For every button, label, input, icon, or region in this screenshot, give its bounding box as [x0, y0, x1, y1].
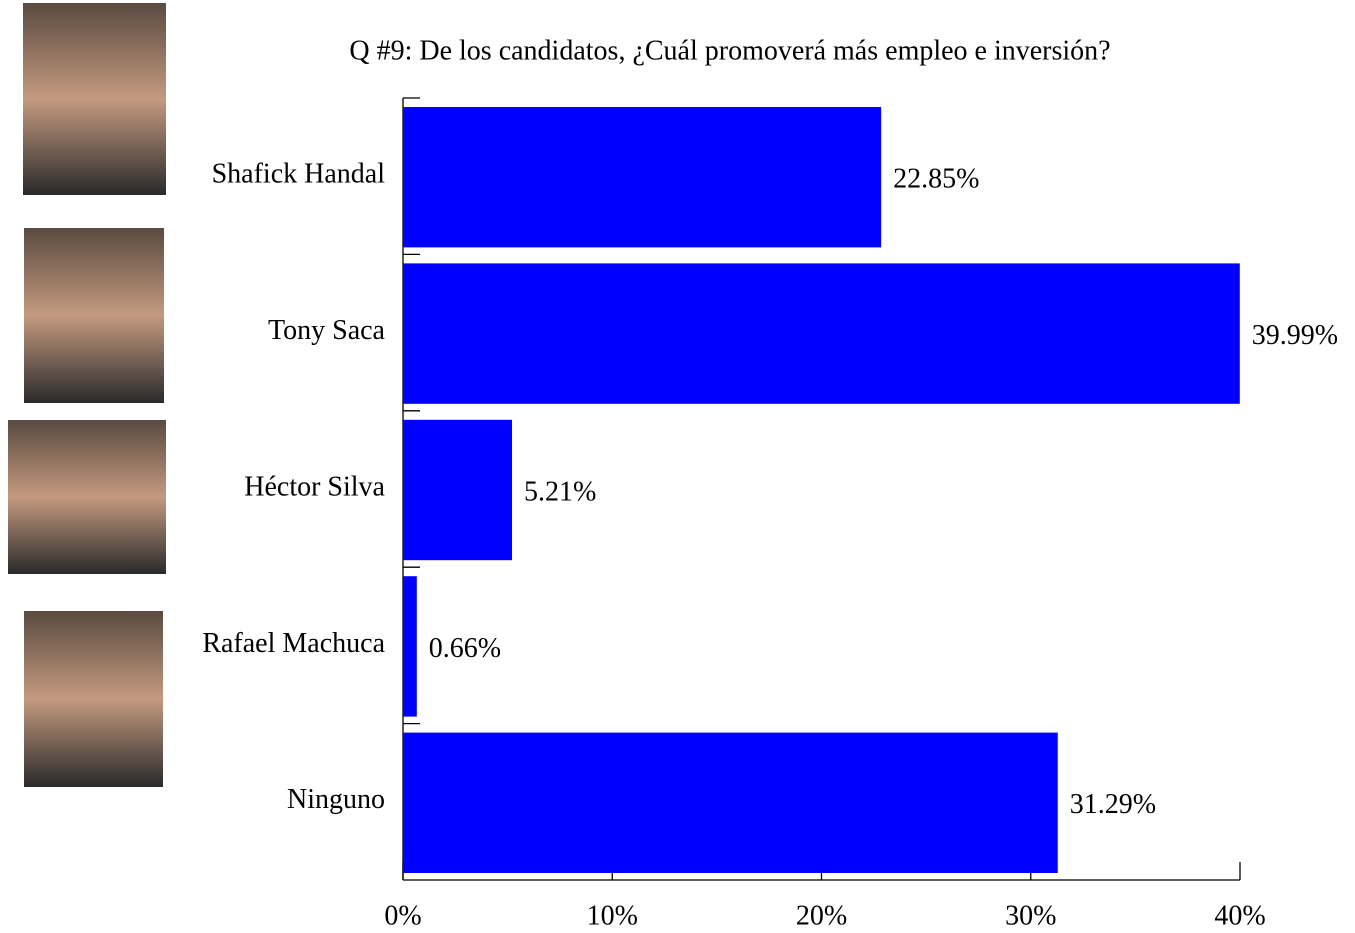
x-tick-label: 40%	[1214, 900, 1265, 931]
candidate-photo	[8, 420, 166, 574]
value-label: 31.29%	[1070, 789, 1156, 820]
x-tick-label: 10%	[587, 900, 638, 931]
bar	[403, 576, 417, 717]
y-tick-label: Tony Saca	[268, 315, 386, 346]
value-label: 0.66%	[429, 633, 501, 664]
value-label: 22.85%	[893, 164, 979, 195]
value-label: 5.21%	[524, 476, 596, 507]
y-tick-label: Héctor Silva	[244, 471, 385, 502]
bar	[403, 107, 882, 248]
x-tick-label: 30%	[1005, 900, 1056, 931]
candidate-photo	[23, 3, 166, 195]
bar	[403, 263, 1240, 404]
candidate-photo	[24, 228, 164, 403]
bar	[403, 732, 1058, 873]
y-tick-label: Shafick Handal	[212, 159, 386, 190]
bar	[403, 419, 513, 561]
y-tick-label: Rafael Machuca	[202, 628, 385, 659]
candidate-photo	[24, 611, 163, 787]
chart-title: Q #9: De los candidatos, ¿Cuál promoverá…	[349, 35, 1110, 66]
x-tick-label: 0%	[384, 900, 421, 931]
x-tick-label: 20%	[796, 900, 847, 931]
value-label: 39.99%	[1252, 320, 1338, 351]
y-tick-label: Ninguno	[287, 784, 385, 815]
